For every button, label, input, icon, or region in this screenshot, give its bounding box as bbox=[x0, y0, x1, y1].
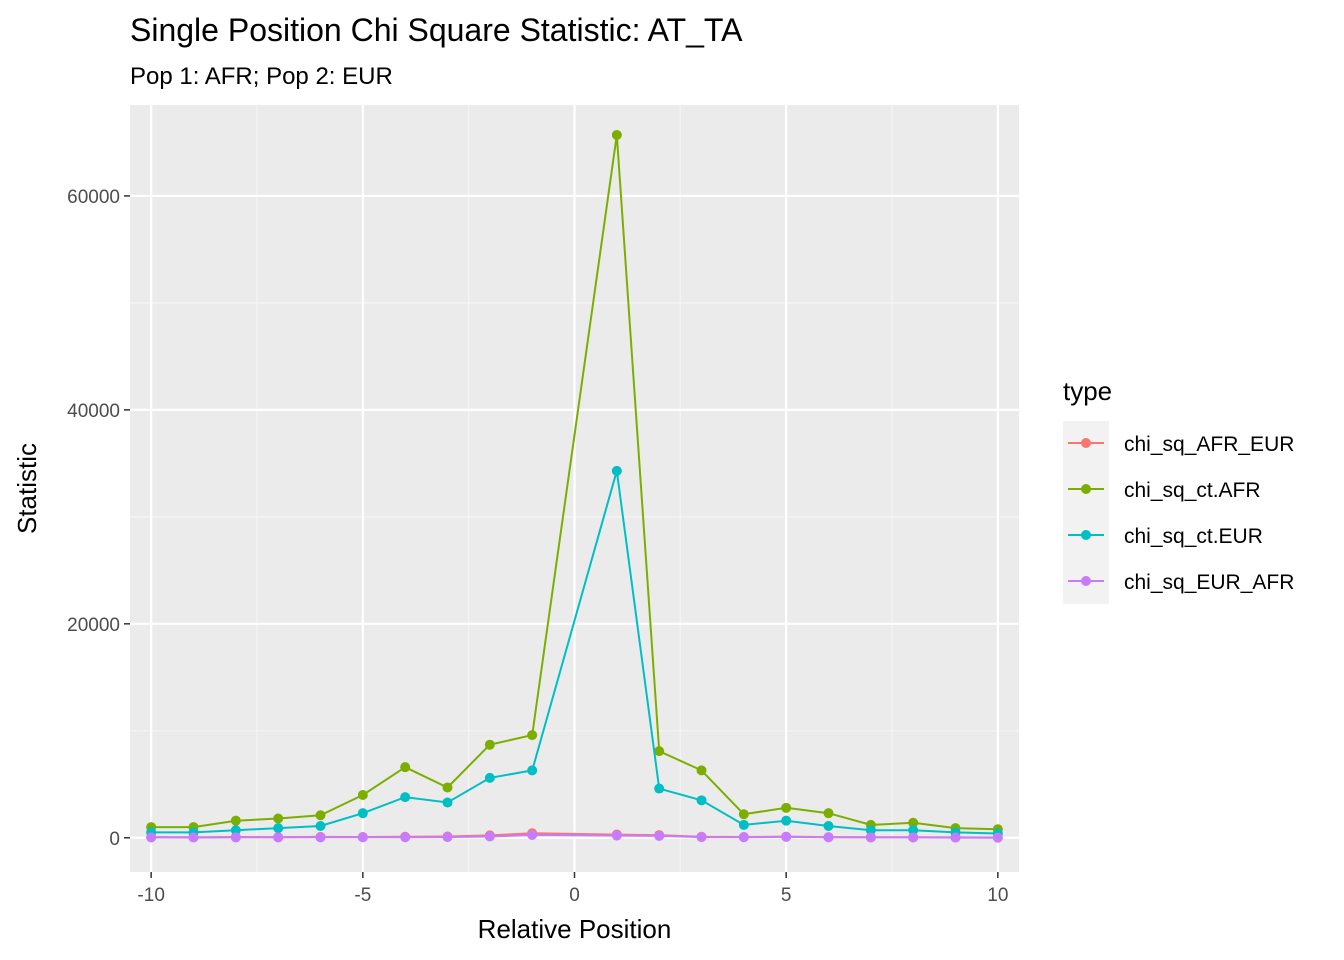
series-line bbox=[151, 134, 998, 831]
data-point bbox=[696, 765, 707, 776]
data-point bbox=[654, 783, 665, 794]
data-point bbox=[865, 832, 876, 843]
data-point bbox=[188, 832, 199, 843]
series-line bbox=[151, 470, 998, 835]
data-point bbox=[357, 832, 368, 843]
x-tick-label: 0 bbox=[569, 885, 580, 906]
data-point bbox=[908, 817, 919, 828]
x-axis-title: Relative Position bbox=[478, 914, 672, 944]
x-axis: -10 -5 0 5 10 bbox=[137, 872, 1008, 906]
data-point bbox=[738, 832, 749, 843]
data-point bbox=[696, 832, 707, 843]
data-point bbox=[442, 782, 453, 793]
data-point bbox=[823, 821, 834, 832]
x-tick-label: 10 bbox=[987, 885, 1008, 906]
data-point bbox=[230, 832, 241, 843]
data-point bbox=[273, 813, 284, 824]
data-point bbox=[738, 809, 749, 820]
legend-key-point bbox=[1081, 484, 1091, 494]
data-point bbox=[315, 810, 326, 821]
data-point bbox=[908, 825, 919, 836]
legend-title: type bbox=[1063, 376, 1112, 406]
data-point bbox=[230, 815, 241, 826]
data-point bbox=[696, 795, 707, 806]
data-point bbox=[908, 832, 919, 843]
data-point bbox=[950, 832, 961, 843]
data-point bbox=[527, 730, 538, 741]
y-axis-title: Statistic bbox=[12, 443, 42, 534]
legend-label: chi_sq_ct.AFR bbox=[1124, 479, 1261, 502]
legend-item: chi_sq_EUR_AFR bbox=[1068, 571, 1294, 594]
data-point bbox=[738, 819, 749, 830]
legend-key-point bbox=[1081, 438, 1091, 448]
data-point bbox=[315, 821, 326, 832]
data-point bbox=[442, 797, 453, 808]
x-tick-label: 5 bbox=[781, 885, 792, 906]
legend-key-background bbox=[1063, 421, 1109, 604]
data-point bbox=[611, 129, 622, 140]
legend-item: chi_sq_ct.EUR bbox=[1068, 525, 1263, 548]
x-tick-label: -10 bbox=[137, 885, 164, 906]
data-point bbox=[865, 825, 876, 836]
y-tick-label: 20000 bbox=[67, 615, 120, 636]
x-tick-label: -5 bbox=[354, 885, 371, 906]
data-point bbox=[611, 830, 622, 841]
chart-title: Single Position Chi Square Statistic: AT… bbox=[130, 12, 743, 48]
y-tick-label: 40000 bbox=[67, 401, 120, 422]
data-point bbox=[992, 832, 1003, 843]
data-point bbox=[823, 832, 834, 843]
legend: type chi_sq_AFR_EUR chi_sq_ct.AFR chi_sq_c… bbox=[1063, 376, 1294, 604]
data-point bbox=[273, 823, 284, 834]
data-point bbox=[484, 831, 495, 842]
data-point bbox=[527, 829, 538, 840]
data-point bbox=[823, 808, 834, 819]
data-point bbox=[527, 765, 538, 776]
data-point bbox=[315, 832, 326, 843]
legend-item: chi_sq_AFR_EUR bbox=[1068, 433, 1294, 456]
y-tick-label: 0 bbox=[109, 829, 120, 850]
data-point bbox=[654, 746, 665, 757]
data-point bbox=[230, 825, 241, 836]
data-point bbox=[781, 802, 792, 813]
data-point bbox=[400, 832, 411, 843]
legend-label: chi_sq_AFR_EUR bbox=[1124, 433, 1294, 456]
series-layer bbox=[146, 129, 1003, 843]
data-point bbox=[357, 808, 368, 819]
data-point bbox=[442, 832, 453, 843]
data-point bbox=[357, 789, 368, 800]
legend-item: chi_sq_ct.AFR bbox=[1068, 479, 1261, 502]
series-chi_sq_EUR_AFR bbox=[146, 829, 1003, 843]
legend-label: chi_sq_ct.EUR bbox=[1124, 525, 1263, 548]
data-point bbox=[400, 762, 411, 773]
data-point bbox=[781, 815, 792, 826]
legend-key-point bbox=[1081, 576, 1091, 586]
data-point bbox=[484, 739, 495, 750]
legend-key-point bbox=[1081, 530, 1091, 540]
data-point bbox=[400, 792, 411, 803]
y-tick-label: 60000 bbox=[67, 187, 120, 208]
series-line bbox=[151, 833, 998, 839]
data-point bbox=[273, 832, 284, 843]
data-point bbox=[781, 831, 792, 842]
chart-subtitle: Pop 1: AFR; Pop 2: EUR bbox=[130, 63, 393, 90]
legend-label: chi_sq_EUR_AFR bbox=[1124, 571, 1294, 594]
y-axis: 0 20000 40000 60000 bbox=[67, 187, 130, 850]
data-point bbox=[484, 772, 495, 783]
data-point bbox=[611, 465, 622, 476]
data-point bbox=[146, 832, 157, 843]
data-point bbox=[654, 830, 665, 841]
